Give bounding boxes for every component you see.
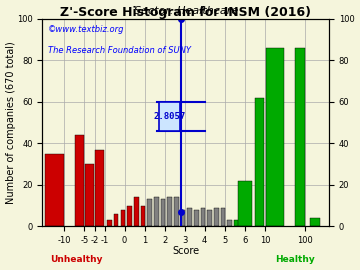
X-axis label: Score: Score bbox=[172, 247, 199, 256]
Text: Healthy: Healthy bbox=[275, 255, 315, 264]
FancyBboxPatch shape bbox=[159, 102, 180, 131]
Bar bbox=[266, 48, 284, 226]
Bar bbox=[174, 197, 179, 226]
Bar bbox=[107, 220, 112, 226]
Bar bbox=[295, 48, 305, 226]
Text: ©www.textbiz.org: ©www.textbiz.org bbox=[48, 25, 125, 34]
Bar bbox=[75, 135, 84, 226]
Bar bbox=[147, 199, 152, 226]
Bar bbox=[114, 214, 118, 226]
Bar bbox=[121, 210, 125, 226]
Bar bbox=[310, 218, 320, 226]
Bar bbox=[188, 208, 192, 226]
Bar bbox=[221, 208, 225, 226]
Bar bbox=[207, 210, 212, 226]
Y-axis label: Number of companies (670 total): Number of companies (670 total) bbox=[5, 41, 15, 204]
Bar bbox=[201, 208, 206, 226]
Title: Z'-Score Histogram for INSM (2016): Z'-Score Histogram for INSM (2016) bbox=[60, 6, 311, 19]
Bar bbox=[228, 220, 232, 226]
Bar bbox=[194, 210, 199, 226]
Bar bbox=[154, 197, 158, 226]
Bar bbox=[214, 208, 219, 226]
Bar bbox=[238, 181, 252, 226]
Bar bbox=[85, 164, 94, 226]
Bar bbox=[141, 205, 145, 226]
Bar bbox=[45, 154, 64, 226]
Text: The Research Foundation of SUNY: The Research Foundation of SUNY bbox=[48, 46, 191, 55]
Text: Unhealthy: Unhealthy bbox=[50, 255, 103, 264]
Text: Sector: Healthcare: Sector: Healthcare bbox=[134, 6, 238, 16]
Bar bbox=[161, 199, 165, 226]
Bar bbox=[234, 220, 239, 226]
Bar bbox=[255, 97, 265, 226]
Text: 2.8057: 2.8057 bbox=[153, 112, 185, 121]
Bar bbox=[95, 150, 104, 226]
Bar bbox=[134, 197, 139, 226]
Bar bbox=[127, 205, 132, 226]
Bar bbox=[167, 197, 172, 226]
Bar bbox=[181, 210, 185, 226]
